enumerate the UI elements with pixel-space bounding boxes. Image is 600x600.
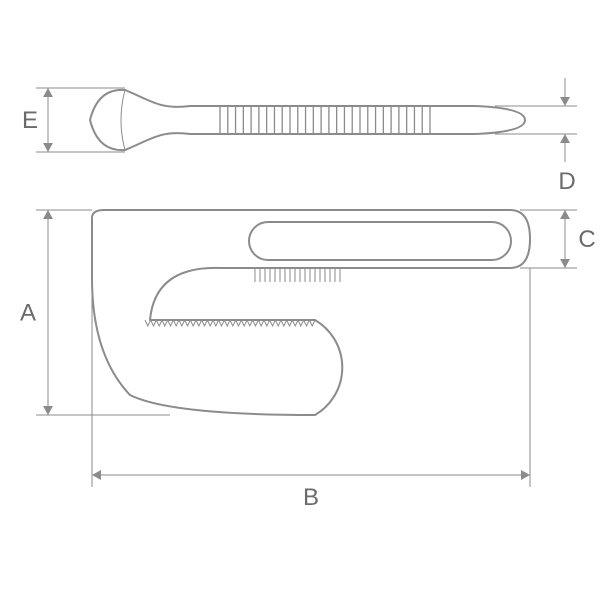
dim-label-a: A (20, 300, 36, 327)
dim-label-d: D (558, 168, 575, 195)
technical-drawing: E D C A B (0, 0, 600, 600)
dim-label-c: C (578, 226, 595, 253)
top-part-outline (90, 90, 525, 150)
dim-label-e: E (22, 107, 38, 134)
slot (249, 222, 511, 260)
bottom-part-outline (92, 210, 530, 415)
dim-label-b: B (303, 484, 319, 511)
